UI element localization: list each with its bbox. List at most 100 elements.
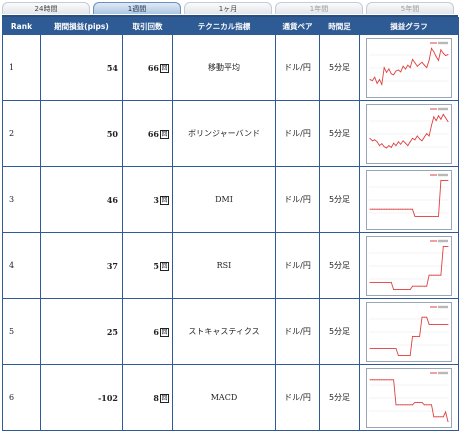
profit-point [428,215,430,217]
indicator-cell[interactable]: RSI [172,232,276,299]
profit-point [390,281,392,283]
profit-point [405,354,406,356]
profit-point [440,274,442,276]
rank-cell: 4 [2,232,41,299]
profit-point [442,323,444,325]
profit-point [440,323,442,325]
profit-point [416,401,418,403]
profit-point [445,411,447,412]
profit-point [381,208,383,210]
pair-cell: ドル/円 [275,166,320,233]
trade-box-icon[interactable]: 回 [160,261,169,271]
profit-point [431,47,432,49]
indicator-cell[interactable]: DMI [172,166,276,233]
profit-point [381,347,383,349]
profit-point [435,55,437,57]
graph-cell[interactable] [359,166,459,233]
col-header-rank: Rank [2,17,41,35]
col-header-pips[interactable]: 期間損益(pips) [40,17,123,35]
tab-1month[interactable]: 1ヶ月 [184,2,272,14]
indicator-cell[interactable]: ボリンジャーバンド [172,100,276,167]
tab-5year[interactable]: 5年間 [366,2,454,14]
profit-point [379,208,380,210]
trade-box-icon[interactable]: 回 [160,393,169,403]
tab-24h[interactable]: 24時間 [2,2,90,14]
profit-graph[interactable] [366,367,452,428]
profit-point [435,119,437,121]
profit-point [442,245,444,247]
graph-cell[interactable] [359,100,459,167]
trade-box-icon[interactable]: 回 [160,129,169,139]
profit-graph[interactable] [366,103,452,164]
profit-point [388,208,390,210]
profit-point [400,403,402,405]
profit-graph[interactable] [366,169,452,230]
profit-point [383,378,385,380]
profit-point [419,63,421,65]
trade-box-icon[interactable]: 回 [160,63,169,73]
profit-point [433,415,435,417]
pips-cell: 25 [40,298,123,365]
profit-point [402,403,404,405]
profit-graph[interactable] [366,301,452,362]
profit-point [390,208,392,210]
profit-point [447,120,449,122]
graph-cell[interactable] [359,364,459,431]
profit-point [447,179,449,181]
profit-point [395,288,397,290]
profit-graph[interactable] [366,37,452,98]
trade-box-icon[interactable]: 回 [160,327,169,337]
col-header-trades[interactable]: 取引回数 [122,17,173,35]
trade-box-icon[interactable]: 回 [160,195,169,205]
tab-1week[interactable]: 1週間 [93,2,181,14]
indicator-cell[interactable]: ストキャスティクス [172,298,276,365]
profit-point [393,208,395,210]
profit-point [405,403,406,405]
profit-point [438,59,439,61]
profit-point [407,144,409,146]
profit-point [445,245,447,247]
profit-point [447,420,449,422]
profit-point [412,335,413,337]
profit-line [370,378,449,422]
profit-point [386,147,387,148]
profit-point [442,415,444,417]
profit-line [370,245,448,290]
profit-point [416,285,418,287]
tab-1year[interactable]: 1年間 [275,2,363,14]
profit-graph[interactable] [366,235,452,296]
graph-cell[interactable] [359,34,459,101]
graph-cell[interactable] [359,232,459,299]
table-row: 5 25 6 回ストキャスティクス ドル/円 5分足 [2,298,459,365]
profit-line [369,46,449,86]
profit-point [414,215,416,217]
profit-point [369,347,371,349]
indicator-cell[interactable]: 移動平均 [172,34,276,101]
profit-point [393,142,395,144]
profit-point [374,281,376,283]
profit-point [442,179,444,181]
profit-point [412,208,413,210]
profit-point [369,78,371,80]
profit-point [435,274,437,276]
profit-point [383,145,385,147]
profit-point [412,403,413,405]
profit-point [419,335,421,337]
trades-count: 66 [147,62,159,73]
indicator-cell[interactable]: MACD [172,364,276,431]
profit-point [393,288,395,290]
pips-cell: 50 [40,100,123,167]
graph-cell[interactable] [359,298,459,365]
profit-point [402,139,404,141]
profit-point [416,65,418,67]
profit-point [371,139,373,141]
profit-point [405,208,406,210]
profit-point [383,208,385,210]
profit-point [421,285,423,287]
profit-point [369,137,371,139]
profit-point [428,403,430,405]
profit-point [397,208,399,210]
profit-point [423,136,425,137]
profit-point [390,72,392,74]
profit-point [397,288,399,290]
